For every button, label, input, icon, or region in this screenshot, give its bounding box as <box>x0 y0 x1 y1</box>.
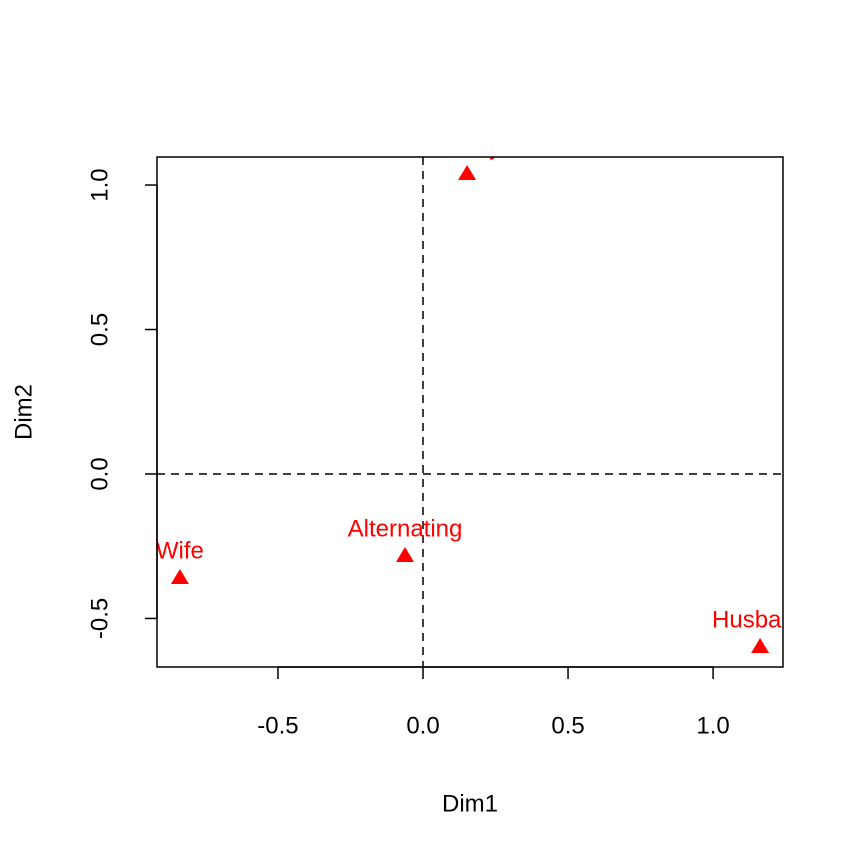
x-tick-label: 0.0 <box>406 712 439 739</box>
point-label: Jointly <box>433 133 501 160</box>
y-tick-label: 0.5 <box>86 313 113 346</box>
y-axis-label: Dim2 <box>10 384 37 440</box>
point <box>396 547 415 563</box>
y-tick-label: 1.0 <box>86 168 113 201</box>
y-tick-label: 0.0 <box>86 457 113 490</box>
y-tick-label: -0.5 <box>86 598 113 639</box>
point-label: Husband <box>712 606 808 633</box>
x-tick-label: 0.5 <box>551 712 584 739</box>
plot-area: Wife Alternating Husband Jointly <box>156 133 808 667</box>
point <box>458 165 477 181</box>
point-label: Wife <box>156 537 204 564</box>
point <box>751 638 770 654</box>
point <box>170 569 189 585</box>
point-label: Alternating <box>348 515 463 542</box>
x-axis-label: Dim1 <box>442 790 498 817</box>
x-tick-label: -0.5 <box>257 712 298 739</box>
x-tick-label: 1.0 <box>696 712 729 739</box>
